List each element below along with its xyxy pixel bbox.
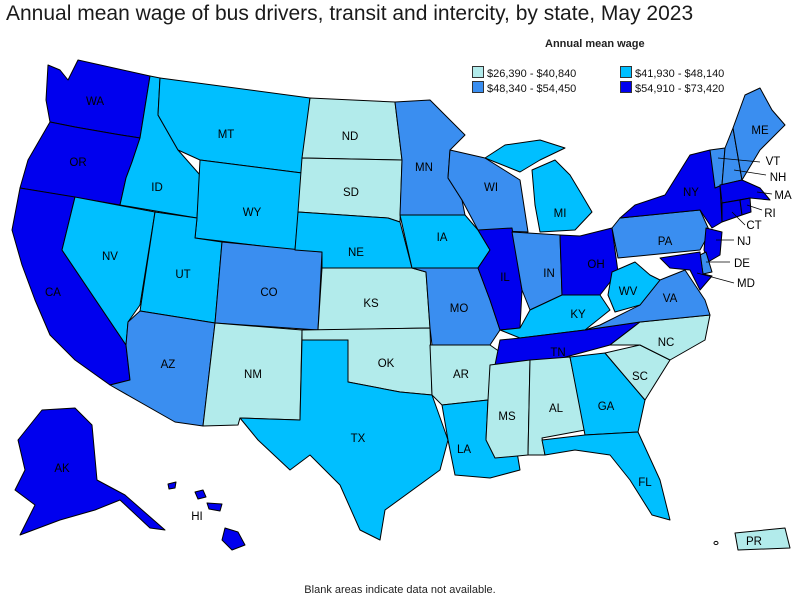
legend-item: $26,390 - $40,840 — [472, 66, 576, 80]
state-FL[interactable] — [541, 431, 671, 521]
leader-ma — [756, 191, 773, 195]
state-ND[interactable] — [301, 97, 403, 161]
label-fl: FL — [638, 477, 652, 489]
state-PR[interactable] — [734, 527, 791, 551]
legend-item: $54,910 - $73,420 — [620, 81, 724, 95]
label-al: AL — [549, 403, 564, 415]
state-AK[interactable] — [14, 407, 166, 536]
island-vi — [713, 540, 719, 546]
footnote: Blank areas indicate data not available. — [304, 584, 496, 596]
state-NJ[interactable] — [703, 227, 723, 263]
label-nd: ND — [342, 131, 359, 143]
leader-ct — [731, 211, 746, 226]
state-GA[interactable] — [569, 352, 646, 436]
label-mo: MO — [450, 303, 469, 315]
state-MI[interactable] — [531, 159, 593, 233]
label-or: OR — [69, 157, 86, 169]
label-mn: MN — [415, 162, 433, 174]
label-co: CO — [260, 287, 277, 299]
label-ak: AK — [54, 463, 70, 475]
legend-swatch — [620, 66, 632, 78]
label-va: VA — [663, 293, 678, 305]
state-ME[interactable] — [732, 87, 786, 181]
label-nj: NJ — [737, 236, 751, 248]
label-ma: MA — [774, 190, 792, 202]
label-nc: NC — [658, 337, 675, 349]
label-oh: OH — [587, 259, 604, 271]
label-ok: OK — [378, 358, 395, 370]
label-wa: WA — [86, 96, 104, 108]
state-HI-small-1[interactable] — [194, 489, 207, 500]
label-tn: TN — [550, 347, 565, 359]
legend-swatch — [472, 81, 484, 93]
label-wv: WV — [619, 286, 638, 298]
label-il: IL — [500, 272, 510, 284]
state-TX[interactable] — [239, 339, 449, 541]
label-ky: KY — [570, 309, 586, 321]
legend-swatch — [620, 81, 632, 93]
state-MI-UP[interactable] — [484, 139, 566, 173]
label-id: ID — [151, 182, 163, 194]
legend-item: $48,340 - $54,450 — [472, 81, 576, 95]
legend: Annual mean wage $26,390 - $40,840 $41,9… — [470, 38, 800, 98]
label-az: AZ — [161, 359, 176, 371]
legend-label: $48,340 - $54,450 — [487, 83, 577, 95]
state-CO[interactable] — [214, 241, 323, 331]
label-sd: SD — [343, 187, 359, 199]
state-labels: WA OR CA NV ID MT WY UT AZ CO NM ND SD N… — [45, 96, 792, 548]
label-mt: MT — [218, 129, 235, 141]
label-ar: AR — [453, 369, 469, 381]
label-nm: NM — [244, 369, 262, 381]
label-ms: MS — [498, 411, 516, 423]
state-WV[interactable] — [607, 261, 661, 313]
leader-nh — [733, 169, 767, 176]
label-pa: PA — [658, 236, 673, 248]
label-wi: WI — [484, 182, 498, 194]
label-ut: UT — [175, 269, 190, 281]
legend-label: $54,910 - $73,420 — [635, 83, 725, 95]
label-vt: VT — [766, 156, 781, 168]
state-RI[interactable] — [739, 197, 752, 216]
label-tx: TX — [351, 433, 366, 445]
state-HI[interactable] — [221, 527, 246, 551]
label-ri: RI — [764, 208, 776, 220]
label-ne: NE — [348, 247, 364, 259]
label-sc: SC — [632, 371, 648, 383]
label-pr: PR — [746, 536, 762, 548]
page-title: Annual mean wage of bus drivers, transit… — [6, 2, 694, 25]
label-in: IN — [543, 268, 555, 280]
label-nh: NH — [770, 172, 787, 184]
leader-md — [696, 272, 735, 284]
label-md: MD — [737, 278, 755, 290]
label-wy: WY — [243, 207, 262, 219]
label-ct: CT — [746, 220, 761, 232]
label-mi: MI — [554, 208, 567, 220]
leader-vt — [717, 157, 761, 163]
label-de: DE — [734, 258, 750, 270]
label-ga: GA — [598, 401, 615, 413]
state-WY[interactable] — [194, 159, 303, 251]
label-ca: CA — [45, 287, 61, 299]
legend-item: $41,930 - $48,140 — [620, 66, 724, 80]
legend-label: $26,390 - $40,840 — [487, 68, 577, 80]
label-ia: IA — [437, 232, 448, 244]
state-MD[interactable] — [659, 251, 713, 291]
state-HI-small-2[interactable] — [206, 502, 223, 512]
label-ks: KS — [363, 298, 379, 310]
label-la: LA — [457, 444, 471, 456]
label-ny: NY — [683, 187, 699, 199]
legend-label: $41,930 - $48,140 — [635, 68, 725, 80]
leader-ri — [746, 204, 763, 211]
legend-title: Annual mean wage — [545, 38, 645, 50]
state-HI-small-3[interactable] — [167, 481, 177, 490]
state-MS[interactable] — [485, 359, 531, 459]
label-nv: NV — [102, 251, 118, 263]
label-hi: HI — [191, 511, 203, 523]
label-me: ME — [751, 125, 769, 137]
legend-swatch — [472, 66, 484, 78]
